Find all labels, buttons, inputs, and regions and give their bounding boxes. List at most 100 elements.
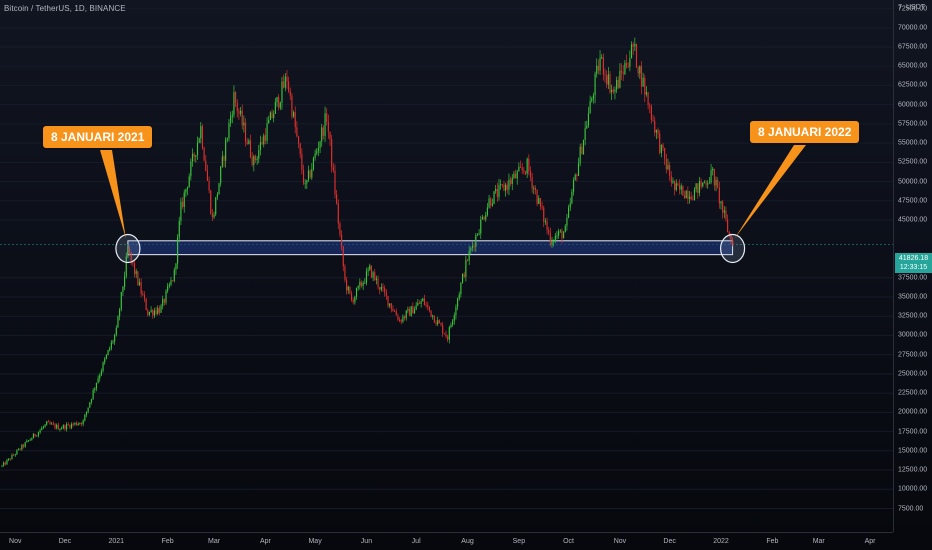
current-price-value: 41826.18 (898, 255, 929, 262)
candle-body (422, 298, 424, 302)
candle-body (294, 112, 296, 128)
candle-body (473, 245, 475, 247)
candle-body (75, 422, 78, 425)
candle-body (732, 240, 734, 245)
candle-body (253, 156, 255, 165)
candle-body (387, 295, 389, 306)
price-tick-label: 65000.00 (898, 62, 928, 70)
candle-body (102, 362, 104, 371)
candle-body (617, 79, 619, 88)
candle-body (59, 429, 61, 430)
time-tick-label: Aug (461, 538, 474, 545)
candle-body (4, 462, 6, 465)
candle-body (168, 284, 170, 287)
candle-body (604, 74, 606, 76)
symbol-title[interactable]: Bitcoin / TetherUS, 1D, BINANCE (4, 4, 126, 13)
candle-body (208, 180, 210, 191)
candle-body (46, 421, 48, 425)
candle-body (193, 153, 195, 157)
candle-body (135, 271, 137, 274)
candle-body (480, 219, 482, 234)
candle-body (458, 294, 460, 299)
time-tick-label: Jul (411, 538, 421, 545)
candle-body (563, 232, 565, 239)
scale-mode-indicator[interactable]: 7 (898, 4, 902, 11)
candle-body (452, 320, 454, 325)
candle-body (385, 292, 387, 296)
price-tick-label: 60000.00 (898, 101, 928, 109)
candle-body (569, 203, 571, 208)
candle-body (301, 154, 303, 171)
price-chart[interactable] (0, 0, 893, 532)
candle-body (94, 388, 96, 391)
candle-body (558, 231, 560, 236)
candle-body (510, 179, 512, 184)
candle-body (249, 140, 252, 158)
price-scale[interactable]: 7 USDT 72500.00 70000.00 67500.00 65000.00 6… (893, 0, 932, 532)
candle-body (304, 183, 306, 185)
currency-label[interactable]: USDT (906, 4, 926, 11)
candle-body (158, 308, 160, 313)
candle-body (195, 155, 197, 157)
candle-body (390, 303, 392, 309)
price-tick-label: 35000.00 (898, 293, 928, 301)
candle-body (723, 210, 725, 213)
candle-body (82, 420, 84, 425)
price-tick-label: 62500.00 (898, 81, 928, 89)
time-tick-label: May (308, 538, 322, 545)
candle-body (292, 112, 295, 117)
candle-body (286, 76, 288, 82)
candle-body (538, 198, 540, 204)
candle-body (341, 234, 343, 247)
candle-body (445, 334, 447, 337)
candle-body (112, 341, 114, 343)
candle-body (314, 153, 316, 158)
candle-body (104, 358, 106, 363)
candle-body (627, 66, 629, 68)
candle-body (264, 135, 266, 141)
time-scale[interactable]: Nov Dec 2021 Feb Mar Apr May Jun Jul Aug Sep Oct Nov… (0, 532, 893, 550)
candle-body (150, 310, 152, 312)
candle-body (399, 319, 401, 321)
candle-body (211, 213, 213, 218)
price-tick-label: 52500.00 (898, 158, 928, 166)
candle-body (297, 136, 300, 144)
candle-body (138, 282, 141, 285)
candle-body (248, 140, 250, 145)
time-tick-label: Apr (864, 538, 876, 545)
candle-body (268, 120, 270, 124)
candle-body (644, 77, 646, 95)
candle-body (438, 320, 440, 324)
candle-body (167, 286, 169, 291)
candle-body (625, 62, 628, 67)
candle-body (230, 116, 232, 123)
candle-body (231, 114, 233, 117)
candle-body (495, 189, 497, 192)
candle-body (274, 102, 276, 114)
candle-body (465, 259, 467, 277)
candle-body (470, 247, 472, 251)
candle-body (392, 308, 394, 312)
candle-body (213, 214, 215, 218)
candle-body (39, 430, 41, 433)
candle-body (529, 171, 532, 177)
candle-body (370, 265, 373, 278)
candle-body (634, 44, 636, 47)
candle-body (718, 187, 720, 204)
chart-pane[interactable]: Bitcoin / TetherUS, 1D, BINANCE 8 JANUAR… (0, 0, 893, 532)
candle-body (34, 433, 36, 436)
candle-body (516, 171, 518, 179)
candle-body (336, 194, 338, 204)
candle-body (354, 296, 356, 303)
candle-body (682, 185, 684, 196)
candle-body (72, 423, 74, 425)
candle-body (269, 112, 271, 121)
candle-body (201, 126, 204, 148)
candle-body (601, 57, 603, 59)
candle-body (697, 183, 699, 193)
price-tick-label: 17500.00 (898, 428, 928, 436)
candle-body (670, 176, 672, 183)
candle-body (67, 424, 69, 426)
candle-body (713, 168, 715, 186)
candle-body (657, 129, 659, 134)
